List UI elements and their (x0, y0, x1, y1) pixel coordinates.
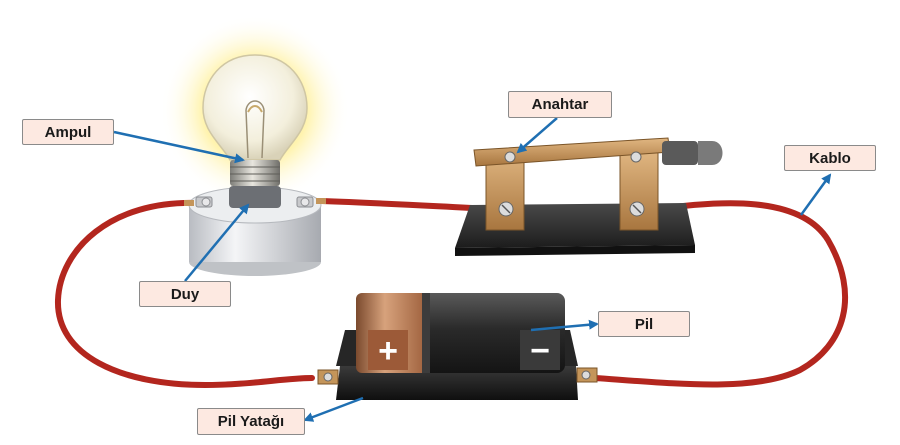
arrow-anahtar (516, 117, 558, 154)
positive-sign: + (378, 332, 398, 370)
arrow-duy (184, 203, 250, 282)
label-pil: Pil (598, 311, 690, 337)
knife-switch (455, 137, 723, 256)
label-kablo: Kablo (784, 145, 876, 171)
label-pil-yatagi: Pil Yatağı (197, 408, 305, 435)
wire-bulb-to-switch (319, 198, 495, 212)
wire-left-loop (54, 199, 315, 389)
lamp-socket (184, 186, 326, 276)
label-ampul: Ampul (22, 119, 114, 145)
arrow-ampul (113, 130, 245, 164)
light-bulb (202, 54, 308, 186)
negative-sign: − (530, 332, 550, 370)
arrow-pil (530, 319, 599, 332)
label-anahtar: Anahtar (508, 91, 612, 118)
battery: + − (356, 293, 565, 373)
arrow-kablo (799, 173, 832, 216)
screw-icon (504, 151, 516, 163)
wire-right-loop (592, 200, 849, 388)
pointer-arrows (113, 117, 832, 422)
arrow-pil-yatagi (303, 396, 364, 422)
label-duy: Duy (139, 281, 231, 307)
